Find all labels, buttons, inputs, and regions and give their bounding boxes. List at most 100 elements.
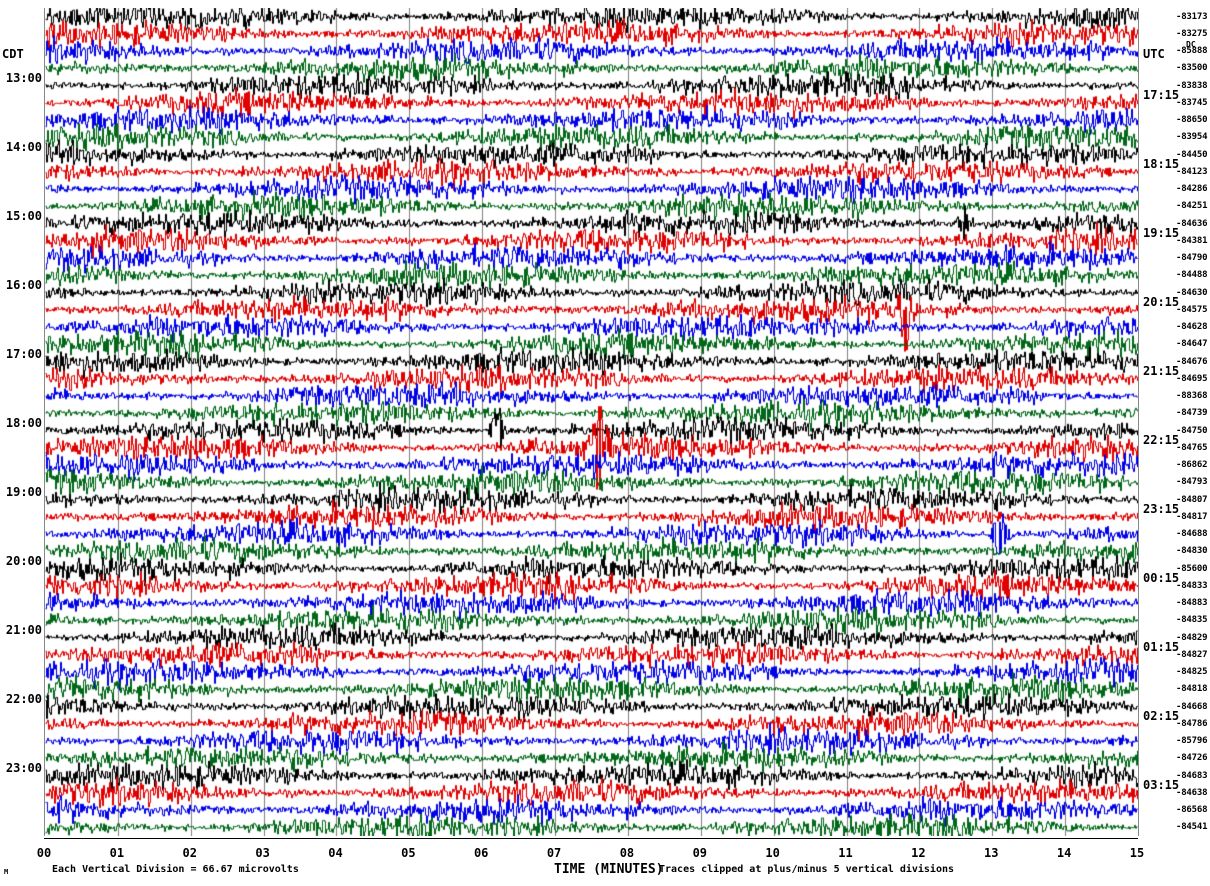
x-tick-13: 13 (984, 846, 999, 860)
x-tick-07: 07 (546, 846, 562, 860)
utc-label-0115: 01:15 (1143, 640, 1180, 655)
x-tick-10: 10 (765, 846, 780, 860)
dc-value: -84488 (1176, 270, 1208, 281)
dc-value: -84793 (1176, 477, 1208, 488)
dc-value: -84638 (1176, 787, 1208, 798)
cdt-label-2300: 23:00 (5, 761, 42, 775)
dc-value: -84817 (1176, 511, 1208, 522)
left-axis-label: CDT (2, 47, 24, 61)
x-tick-15: 15 (1129, 846, 1145, 860)
dc-value: -84668 (1176, 701, 1208, 712)
cdt-label-2000: 20:00 (5, 554, 42, 568)
cdt-label-2100: 21:00 (5, 623, 42, 637)
x-axis-ticks: 00 01 02 03 04 05 06 07 08 09 10 11 12 13 14 15 (37, 838, 1144, 860)
utc-label-1815: 18:15 (1143, 157, 1180, 172)
cdt-label-1300: 13:00 (5, 71, 42, 85)
dc-value: -84683 (1176, 770, 1208, 781)
utc-label-2215: 22:15 (1143, 433, 1180, 448)
dc-value: -84807 (1176, 494, 1208, 505)
utc-tick-column: 17:15 18:15 19:15 20:15 21:15 22:15 23:15 00:15… (1143, 8, 1183, 836)
x-tick-01: 01 (109, 846, 125, 860)
x-tick-11: 11 (838, 846, 853, 860)
dc-value: -84835 (1176, 615, 1208, 626)
dc-value: -84676 (1176, 356, 1208, 367)
x-tick-05: 05 (401, 846, 416, 860)
dc-value: -88650 (1176, 115, 1208, 126)
utc-label-2115: 21:15 (1143, 364, 1180, 379)
x-tick-03: 03 (255, 846, 270, 860)
dc-value: -86568 (1176, 805, 1208, 816)
dc-value: -83745 (1176, 97, 1208, 108)
dc-value: -84829 (1176, 632, 1208, 643)
seismogram-canvas[interactable] (45, 8, 1138, 836)
dc-value: -84575 (1176, 304, 1208, 315)
dc-value: -84628 (1176, 322, 1208, 333)
utc-label-1715: 17:15 (1143, 88, 1180, 103)
dc-value: -83275 (1176, 28, 1208, 39)
dc-value: -84750 (1176, 425, 1208, 436)
dc-value: -88368 (1176, 391, 1208, 402)
cdt-label-1500: 15:00 (5, 209, 42, 223)
cdt-label-1400: 14:00 (5, 140, 42, 154)
m-glyph: M (4, 868, 9, 876)
dc-value: -84636 (1176, 218, 1208, 229)
dc-value: -84688 (1176, 529, 1208, 540)
utc-label-2015: 20:15 (1143, 295, 1180, 310)
cdt-tick-column: 13:00 14:00 15:00 16:00 17:00 18:00 19:00 20:00… (0, 8, 42, 836)
dc-value: -84286 (1176, 184, 1208, 195)
cdt-label-2200: 22:00 (5, 692, 42, 706)
dc-value: -86862 (1176, 460, 1208, 471)
cdt-label-1800: 18:00 (5, 416, 42, 430)
utc-label-0315: 03:15 (1143, 778, 1180, 793)
utc-label-2315: 23:15 (1143, 502, 1180, 517)
dc-value: -85888 (1176, 46, 1208, 57)
utc-label-0215: 02:15 (1143, 709, 1180, 724)
dc-value: -84123 (1176, 166, 1208, 177)
x-tick-08: 08 (619, 846, 635, 860)
x-tick-09: 09 (692, 846, 708, 860)
dc-value: -84790 (1176, 253, 1208, 264)
dc-value: -83954 (1176, 132, 1208, 143)
dc-value-column: -83173 -83275 -85888 -83500 -83838 -83745 -886… (1176, 8, 1210, 836)
dc-value: -84883 (1176, 598, 1208, 609)
x-tick-02: 02 (182, 846, 197, 860)
x-tick-00: 00 (36, 846, 52, 860)
dc-value: -84825 (1176, 667, 1208, 678)
x-tick-04: 04 (328, 846, 343, 860)
dc-value: -84630 (1176, 287, 1208, 298)
dc-value: -84450 (1176, 149, 1208, 160)
dc-value: -83500 (1176, 63, 1208, 74)
x-tick-12: 12 (911, 846, 926, 860)
cdt-label-1600: 16:00 (5, 278, 42, 292)
dc-value: -84726 (1176, 753, 1208, 764)
dc-value: -84833 (1176, 580, 1208, 591)
dc-value: -84818 (1176, 684, 1208, 695)
dc-value: -83173 (1176, 11, 1208, 22)
dc-value: -84830 (1176, 546, 1208, 557)
dc-value: -84251 (1176, 201, 1208, 212)
x-tick-06: 06 (473, 846, 489, 860)
x-tick-14: 14 (1056, 846, 1072, 860)
dc-value: -85600 (1176, 563, 1208, 574)
x-axis-title: TIME (MINUTES) (554, 862, 664, 877)
clip-note: Traces clipped at plus/minus 5 vertical … (659, 864, 955, 875)
dc-value: -85796 (1176, 736, 1208, 747)
dc-value: -84647 (1176, 339, 1208, 350)
dc-value: -84765 (1176, 442, 1208, 453)
utc-label-0015: 00:15 (1143, 571, 1180, 586)
dc-value: -84739 (1176, 408, 1208, 419)
dc-value: -84695 (1176, 373, 1208, 384)
utc-label-1915: 19:15 (1143, 226, 1180, 241)
seismogram-plot[interactable] (44, 8, 1139, 836)
dc-value: -84786 (1176, 718, 1208, 729)
x-axis-line (44, 838, 1138, 839)
dc-value: -84827 (1176, 649, 1208, 660)
cdt-label-1700: 17:00 (5, 347, 42, 361)
scale-note: Each Vertical Division = 66.67 microvolt… (52, 864, 299, 875)
dc-value: -84381 (1176, 235, 1208, 246)
dc-offset-label: DC (1186, 40, 1196, 49)
cdt-label-1900: 19:00 (5, 485, 42, 499)
right-axis-label: UTC (1143, 47, 1165, 61)
dc-value: -83838 (1176, 80, 1208, 91)
dc-value: -84541 (1176, 822, 1208, 833)
